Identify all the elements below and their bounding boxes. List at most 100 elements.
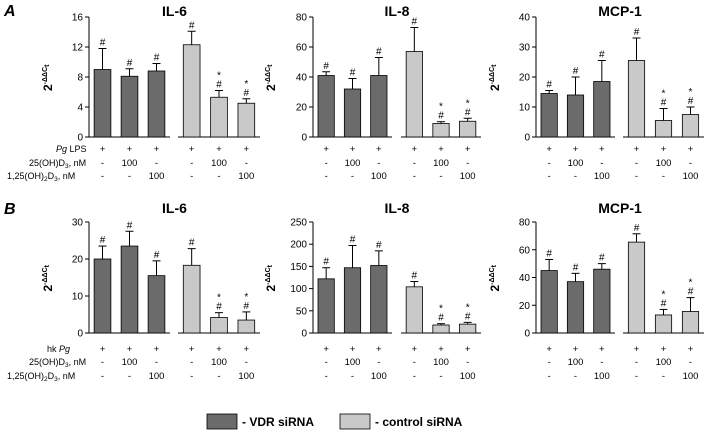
bar bbox=[343, 267, 362, 334]
hash-mark: # bbox=[412, 270, 418, 281]
condition-value: + bbox=[100, 344, 106, 355]
condition-value: - bbox=[128, 371, 131, 382]
hash-mark: # bbox=[376, 240, 382, 251]
bar bbox=[432, 324, 450, 334]
star-mark: * bbox=[439, 304, 443, 315]
condition-value: - bbox=[413, 171, 416, 182]
y-tick-label: 150 bbox=[290, 262, 307, 273]
hash-mark: # bbox=[154, 250, 160, 261]
bar bbox=[237, 102, 256, 138]
condition-value: 100 bbox=[149, 171, 165, 182]
condition-value: - bbox=[190, 171, 193, 182]
legend-swatch-vdr bbox=[206, 413, 238, 430]
condition-value: - bbox=[351, 371, 354, 382]
condition-value: + bbox=[412, 144, 418, 155]
condition-value: - bbox=[548, 158, 551, 169]
condition-value: - bbox=[574, 371, 577, 382]
bar bbox=[120, 75, 139, 138]
hash-mark: # bbox=[216, 302, 222, 313]
chart-title: IL-6 bbox=[162, 3, 187, 19]
hash-mark: # bbox=[323, 257, 329, 268]
hash-mark: # bbox=[438, 313, 444, 324]
condition-value: - bbox=[662, 371, 665, 382]
condition-value: 100 bbox=[433, 357, 449, 368]
condition-value: - bbox=[689, 158, 692, 169]
condition-value: + bbox=[100, 144, 106, 155]
condition-value: + bbox=[127, 344, 133, 355]
condition-value: + bbox=[216, 144, 222, 155]
hash-mark: # bbox=[127, 58, 133, 69]
bar bbox=[210, 96, 228, 138]
condition-value: + bbox=[189, 344, 195, 355]
legend-swatch-control bbox=[339, 413, 371, 430]
chart-title: IL-8 bbox=[385, 200, 410, 216]
condition-value: + bbox=[189, 144, 195, 155]
y-tick-label: 30 bbox=[519, 43, 531, 54]
condition-value: + bbox=[350, 144, 356, 155]
y-tick-label: 0 bbox=[77, 329, 83, 340]
condition-value: + bbox=[465, 144, 471, 155]
bar bbox=[237, 319, 256, 334]
condition-value: + bbox=[244, 344, 250, 355]
bar bbox=[147, 275, 166, 334]
bar bbox=[593, 268, 611, 334]
bar bbox=[182, 264, 201, 334]
bar bbox=[459, 323, 477, 334]
condition-value: 100 bbox=[568, 357, 584, 368]
y-tick-label: 10 bbox=[519, 103, 531, 114]
hash-mark: # bbox=[376, 47, 382, 58]
hash-mark: # bbox=[350, 68, 356, 79]
y-tick-label: 20 bbox=[296, 103, 308, 114]
hash-mark: # bbox=[661, 298, 667, 309]
bar bbox=[432, 123, 450, 138]
bar bbox=[182, 44, 201, 138]
condition-value: - bbox=[689, 357, 692, 368]
condition-value: - bbox=[217, 371, 220, 382]
y-tick-label: 40 bbox=[296, 73, 308, 84]
condition-value: 100 bbox=[122, 357, 138, 368]
y-tick-label: 20 bbox=[72, 255, 84, 266]
condition-value: 100 bbox=[683, 171, 699, 182]
y-axis-label: 2-ΔΔCt bbox=[488, 64, 502, 91]
hash-mark: # bbox=[438, 111, 444, 122]
condition-value: - bbox=[413, 371, 416, 382]
condition-value: - bbox=[635, 158, 638, 169]
condition-value: - bbox=[439, 171, 442, 182]
condition-value: - bbox=[600, 357, 603, 368]
condition-value: 100 bbox=[594, 371, 610, 382]
y-tick-label: 60 bbox=[296, 43, 308, 54]
condition-value: + bbox=[350, 344, 356, 355]
bar bbox=[405, 286, 423, 334]
y-tick-label: 0 bbox=[301, 133, 307, 144]
y-tick-label: 40 bbox=[519, 273, 531, 284]
condition-value: - bbox=[325, 357, 328, 368]
bar bbox=[540, 270, 558, 334]
condition-value: 100 bbox=[211, 158, 227, 169]
condition-value: - bbox=[377, 357, 380, 368]
hash-mark: # bbox=[634, 27, 640, 38]
hash-mark: # bbox=[661, 98, 667, 109]
chart-title: IL-8 bbox=[385, 3, 410, 19]
bar bbox=[120, 245, 139, 334]
hash-mark: # bbox=[465, 107, 471, 118]
condition-value: - bbox=[548, 171, 551, 182]
bar bbox=[317, 278, 335, 334]
condition-value: - bbox=[635, 357, 638, 368]
bar bbox=[681, 114, 700, 138]
hash-mark: # bbox=[546, 248, 552, 259]
condition-value: + bbox=[661, 144, 667, 155]
y-tick-label: 10 bbox=[72, 292, 84, 303]
y-tick-label: 12 bbox=[72, 43, 84, 54]
y-tick-label: 200 bbox=[290, 240, 307, 251]
y-tick-label: 80 bbox=[519, 218, 531, 229]
condition-value: 100 bbox=[211, 357, 227, 368]
condition-value: 100 bbox=[238, 171, 254, 182]
legend: - VDR siRNA - control siRNA bbox=[206, 413, 463, 430]
condition-value: + bbox=[323, 144, 329, 155]
y-axis-label: 2-ΔΔCt bbox=[41, 64, 55, 91]
